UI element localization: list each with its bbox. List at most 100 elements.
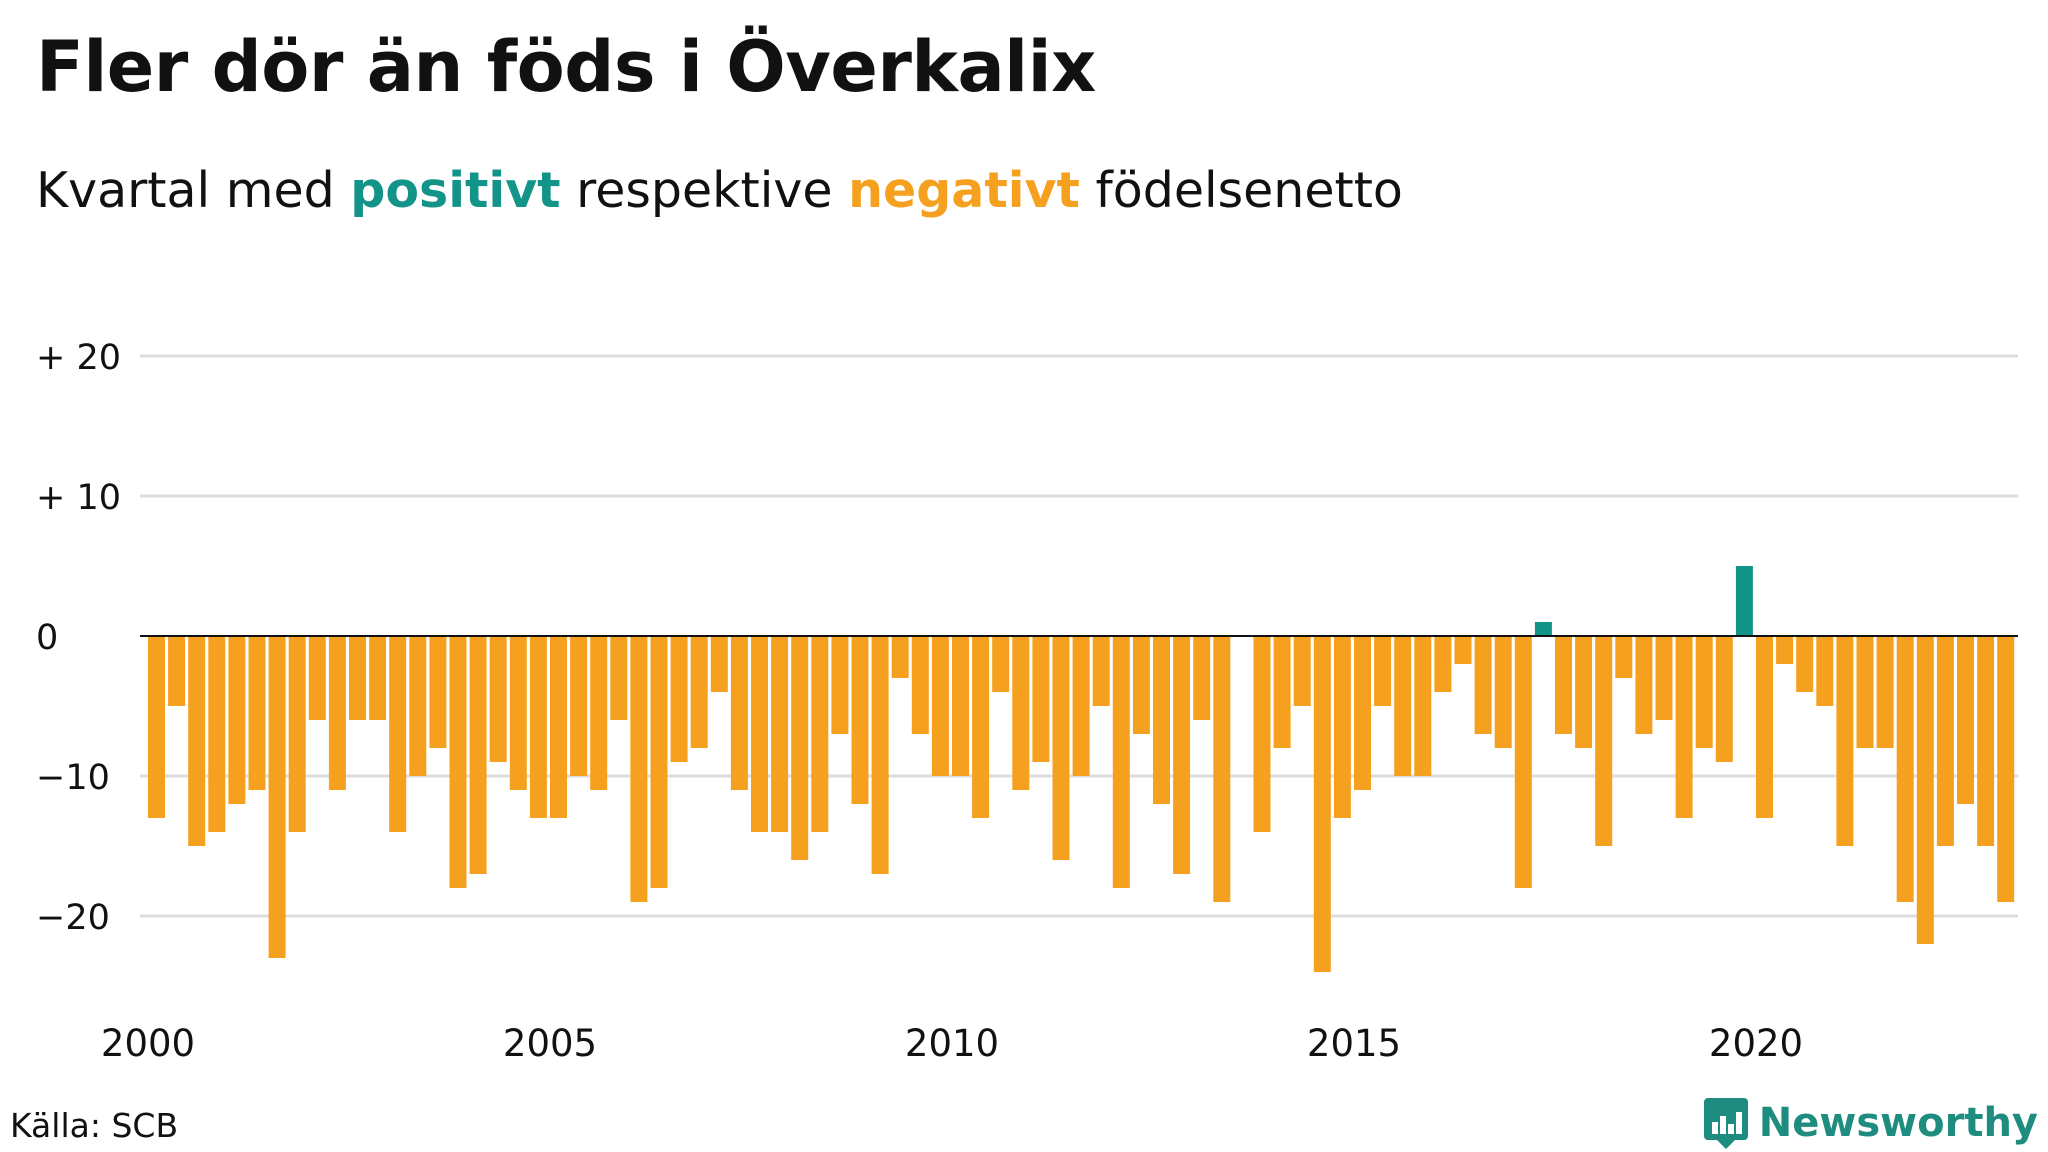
subtitle-negative-word: negativt	[848, 162, 1080, 219]
bar	[1514, 636, 1532, 888]
bar	[1555, 636, 1572, 734]
bar	[1756, 636, 1773, 818]
bar	[409, 636, 427, 776]
bar	[1997, 636, 2015, 902]
brand-logo: Newsworthy	[1703, 1096, 2038, 1150]
bar	[1957, 636, 1974, 804]
x-tick-label: 2005	[503, 1022, 597, 1065]
bar	[1394, 636, 1412, 776]
bar	[931, 636, 949, 776]
bar	[188, 636, 206, 846]
bar	[831, 636, 849, 734]
bar	[1615, 636, 1633, 678]
bar	[1032, 636, 1050, 762]
subtitle-middle: respektive	[560, 162, 849, 219]
bar	[1655, 636, 1673, 720]
bar	[1836, 636, 1854, 846]
bar	[369, 636, 387, 720]
bar	[1856, 636, 1874, 748]
x-tick-label: 2000	[101, 1022, 195, 1065]
bar	[610, 636, 628, 720]
bar	[168, 636, 186, 706]
bar	[690, 636, 708, 748]
bar	[1635, 636, 1653, 734]
bar	[208, 636, 226, 832]
bar	[1112, 636, 1130, 888]
bar	[1534, 622, 1552, 636]
bar	[1092, 636, 1110, 706]
bar	[710, 636, 728, 692]
bar	[811, 636, 829, 832]
bar	[228, 636, 246, 804]
bar	[1132, 636, 1150, 734]
bar	[751, 636, 768, 832]
y-tick-label: + 20	[36, 338, 121, 378]
bar	[389, 636, 407, 832]
bar	[1354, 636, 1371, 790]
bar	[1575, 636, 1593, 748]
bar	[911, 636, 929, 734]
bar	[489, 636, 507, 762]
bar	[1776, 636, 1794, 664]
bar	[1253, 636, 1271, 832]
bar	[1072, 636, 1090, 776]
bar	[1916, 636, 1934, 944]
brand-name: Newsworthy	[1758, 1100, 2038, 1146]
bar	[288, 636, 306, 832]
bar	[449, 636, 467, 888]
bar	[1936, 636, 1954, 846]
bar	[1313, 636, 1331, 972]
bar	[469, 636, 487, 874]
bar	[570, 636, 588, 776]
bar	[1173, 636, 1191, 874]
bar	[1052, 636, 1070, 860]
y-tick-label: −20	[36, 898, 110, 938]
bar	[670, 636, 688, 762]
bar	[1374, 636, 1392, 706]
bar	[730, 636, 748, 790]
source-label: Källa: SCB	[10, 1106, 179, 1145]
bar	[328, 636, 346, 790]
bar	[851, 636, 869, 804]
bar	[529, 636, 547, 818]
x-tick-label: 2015	[1307, 1022, 1401, 1065]
bar	[1715, 636, 1733, 762]
bar-chart-icon	[1703, 1098, 1748, 1149]
bar	[590, 636, 608, 790]
bar	[1896, 636, 1914, 902]
bar	[1213, 636, 1231, 902]
bar	[791, 636, 809, 860]
bar	[771, 636, 789, 832]
bar	[1695, 636, 1713, 748]
y-tick-label: −10	[36, 758, 110, 798]
bar	[1474, 636, 1492, 734]
bar	[1735, 566, 1753, 636]
bar	[1454, 636, 1472, 664]
bar	[509, 636, 527, 790]
bar	[1414, 636, 1432, 776]
bar	[1977, 636, 1995, 846]
bar	[1434, 636, 1452, 692]
bar	[550, 636, 567, 818]
bar	[1675, 636, 1693, 818]
bar	[1293, 636, 1311, 706]
bar	[1796, 636, 1814, 692]
bar	[992, 636, 1010, 692]
chart-title: Fler dör än föds i Överkalix	[36, 26, 1096, 108]
chart-subtitle: Kvartal med positivt respektive negativt…	[36, 162, 1403, 219]
bar	[1153, 636, 1170, 804]
bar	[1595, 636, 1613, 846]
subtitle-suffix: födelsenetto	[1079, 162, 1403, 219]
bar	[891, 636, 909, 678]
x-tick-label: 2020	[1709, 1022, 1803, 1065]
bar	[308, 636, 326, 720]
subtitle-positive-word: positivt	[350, 162, 561, 219]
bar	[972, 636, 990, 818]
bar	[1012, 636, 1030, 790]
bar	[429, 636, 447, 748]
bar	[952, 636, 969, 776]
bar	[1273, 636, 1291, 748]
bar	[1816, 636, 1834, 706]
bar	[349, 636, 366, 720]
